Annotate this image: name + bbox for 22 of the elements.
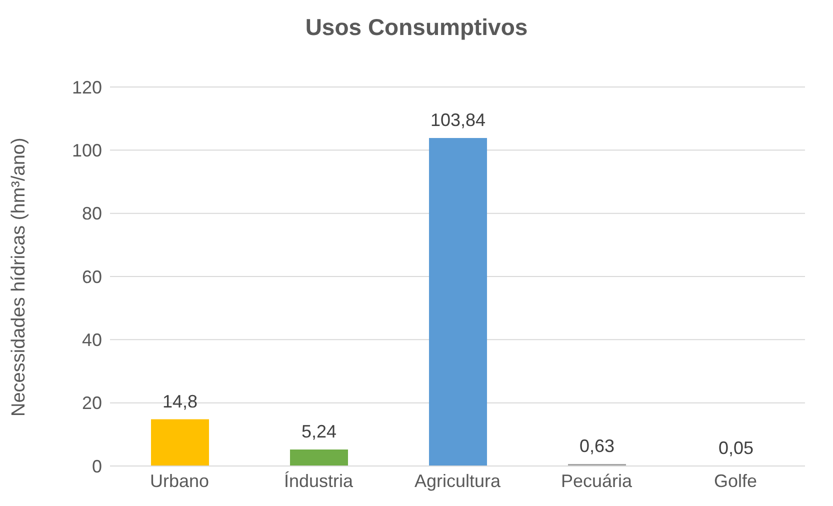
y-tick-label: 120: [72, 77, 102, 98]
y-axis-title: Necessidades hídricas (hm³/ano): [8, 138, 30, 416]
x-tick-label: Urbano: [150, 470, 210, 491]
y-tick-label: 60: [82, 266, 102, 287]
bar: [151, 419, 209, 466]
data-label: 0,63: [579, 436, 615, 456]
data-label: 5,24: [301, 421, 337, 442]
bar: [290, 449, 348, 466]
y-tick-label: 0: [92, 456, 102, 476]
x-tick-label: Pecuária: [560, 470, 634, 491]
y-tick-label: 20: [82, 393, 102, 414]
bar: [429, 138, 487, 466]
y-tick-label: 80: [82, 204, 102, 224]
chart-title: Usos Consumptivos: [304, 14, 529, 41]
x-tick-label: Golfe: [714, 470, 758, 491]
data-label: 14,8: [162, 391, 198, 412]
x-tick-label: Índustria: [284, 470, 354, 491]
y-tick-label: 40: [82, 330, 102, 350]
x-tick-label: Agricultura: [414, 470, 502, 491]
data-label: 0,05: [718, 438, 754, 458]
y-tick-label: 100: [72, 140, 102, 161]
data-label: 103,84: [430, 110, 486, 130]
